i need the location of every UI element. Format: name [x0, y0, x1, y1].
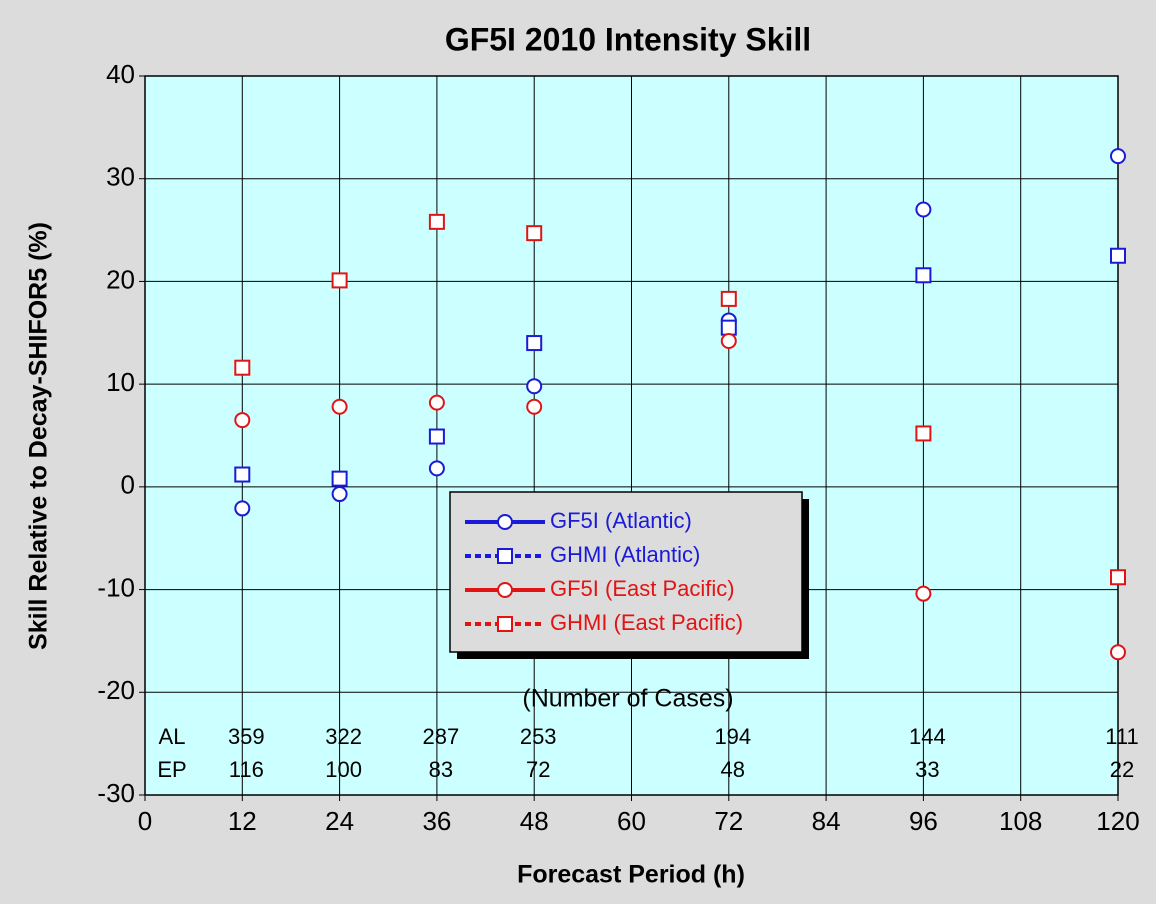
point — [1110, 644, 1126, 661]
legend-label: GF5I (East Pacific) — [550, 576, 735, 601]
point — [331, 486, 348, 503]
point — [234, 466, 251, 483]
point — [915, 201, 932, 218]
cases-value: 48 — [721, 757, 745, 782]
legend-marker — [497, 582, 513, 598]
x-tick-label: 72 — [714, 806, 743, 836]
cases-value: 144 — [909, 724, 946, 749]
legend-marker — [497, 616, 513, 632]
cases-row-label: AL — [159, 724, 186, 749]
point — [234, 500, 251, 517]
point — [526, 335, 543, 352]
y-tick-label: 20 — [106, 264, 135, 294]
x-axis-label: Forecast Period (h) — [517, 861, 745, 889]
x-tick-label: 84 — [812, 806, 841, 836]
point — [915, 267, 932, 284]
x-tick-label: 60 — [617, 806, 646, 836]
cases-value: 116 — [229, 757, 264, 782]
point — [526, 378, 543, 395]
point — [234, 412, 251, 429]
y-tick-label: 10 — [106, 367, 135, 397]
y-tick-label: 40 — [106, 59, 135, 89]
x-tick-label: 0 — [138, 806, 152, 836]
legend-label: GF5I (Atlantic) — [550, 508, 692, 533]
point — [428, 394, 445, 411]
point — [720, 319, 737, 336]
y-tick-label: -30 — [97, 778, 135, 808]
y-tick-label: -20 — [97, 675, 135, 705]
point — [526, 225, 543, 242]
legend-label: GHMI (East Pacific) — [550, 610, 743, 635]
legend-marker — [497, 548, 513, 564]
point — [526, 398, 543, 415]
point — [331, 272, 348, 289]
x-tick-label: 108 — [999, 806, 1042, 836]
cases-value: 287 — [423, 724, 460, 749]
point — [1110, 569, 1126, 586]
plot-frame — [144, 75, 1119, 796]
point — [428, 213, 445, 230]
y-axis-label: Skill Relative to Decay-SHIFOR5 (%) — [25, 222, 53, 650]
x-tick-label: 120 — [1096, 806, 1139, 836]
point — [720, 290, 737, 307]
y-tick-label: 30 — [106, 162, 135, 192]
cases-value: 22 — [1110, 757, 1134, 782]
cases-value: 33 — [915, 757, 939, 782]
cases-value: 100 — [325, 757, 362, 782]
point — [331, 470, 348, 487]
point — [1110, 148, 1126, 165]
legend-marker — [497, 514, 513, 530]
cases-value: 322 — [325, 724, 362, 749]
point — [234, 359, 251, 376]
y-tick-label: 0 — [121, 470, 135, 500]
cases-title: (Number of Cases) — [522, 685, 733, 713]
cases-value: 72 — [526, 757, 550, 782]
point — [331, 398, 348, 415]
cases-value: 111 — [1105, 724, 1138, 749]
cases-value: 253 — [520, 724, 557, 749]
point — [428, 460, 445, 477]
chart-title: GF5I 2010 Intensity Skill — [445, 21, 811, 57]
point — [915, 425, 932, 442]
legend-label: GHMI (Atlantic) — [550, 542, 700, 567]
cases-row-label: EP — [157, 757, 186, 782]
point — [915, 585, 932, 602]
x-tick-label: 48 — [520, 806, 549, 836]
point — [720, 333, 737, 350]
cases-value: 194 — [714, 724, 751, 749]
cases-value: 83 — [429, 757, 453, 782]
point — [428, 428, 445, 445]
point — [1110, 247, 1126, 264]
x-tick-label: 36 — [422, 806, 451, 836]
cases-value: 359 — [228, 724, 265, 749]
y-tick-label: -10 — [97, 572, 135, 602]
x-tick-label: 24 — [325, 806, 354, 836]
x-tick-label: 12 — [228, 806, 257, 836]
x-tick-label: 96 — [909, 806, 938, 836]
